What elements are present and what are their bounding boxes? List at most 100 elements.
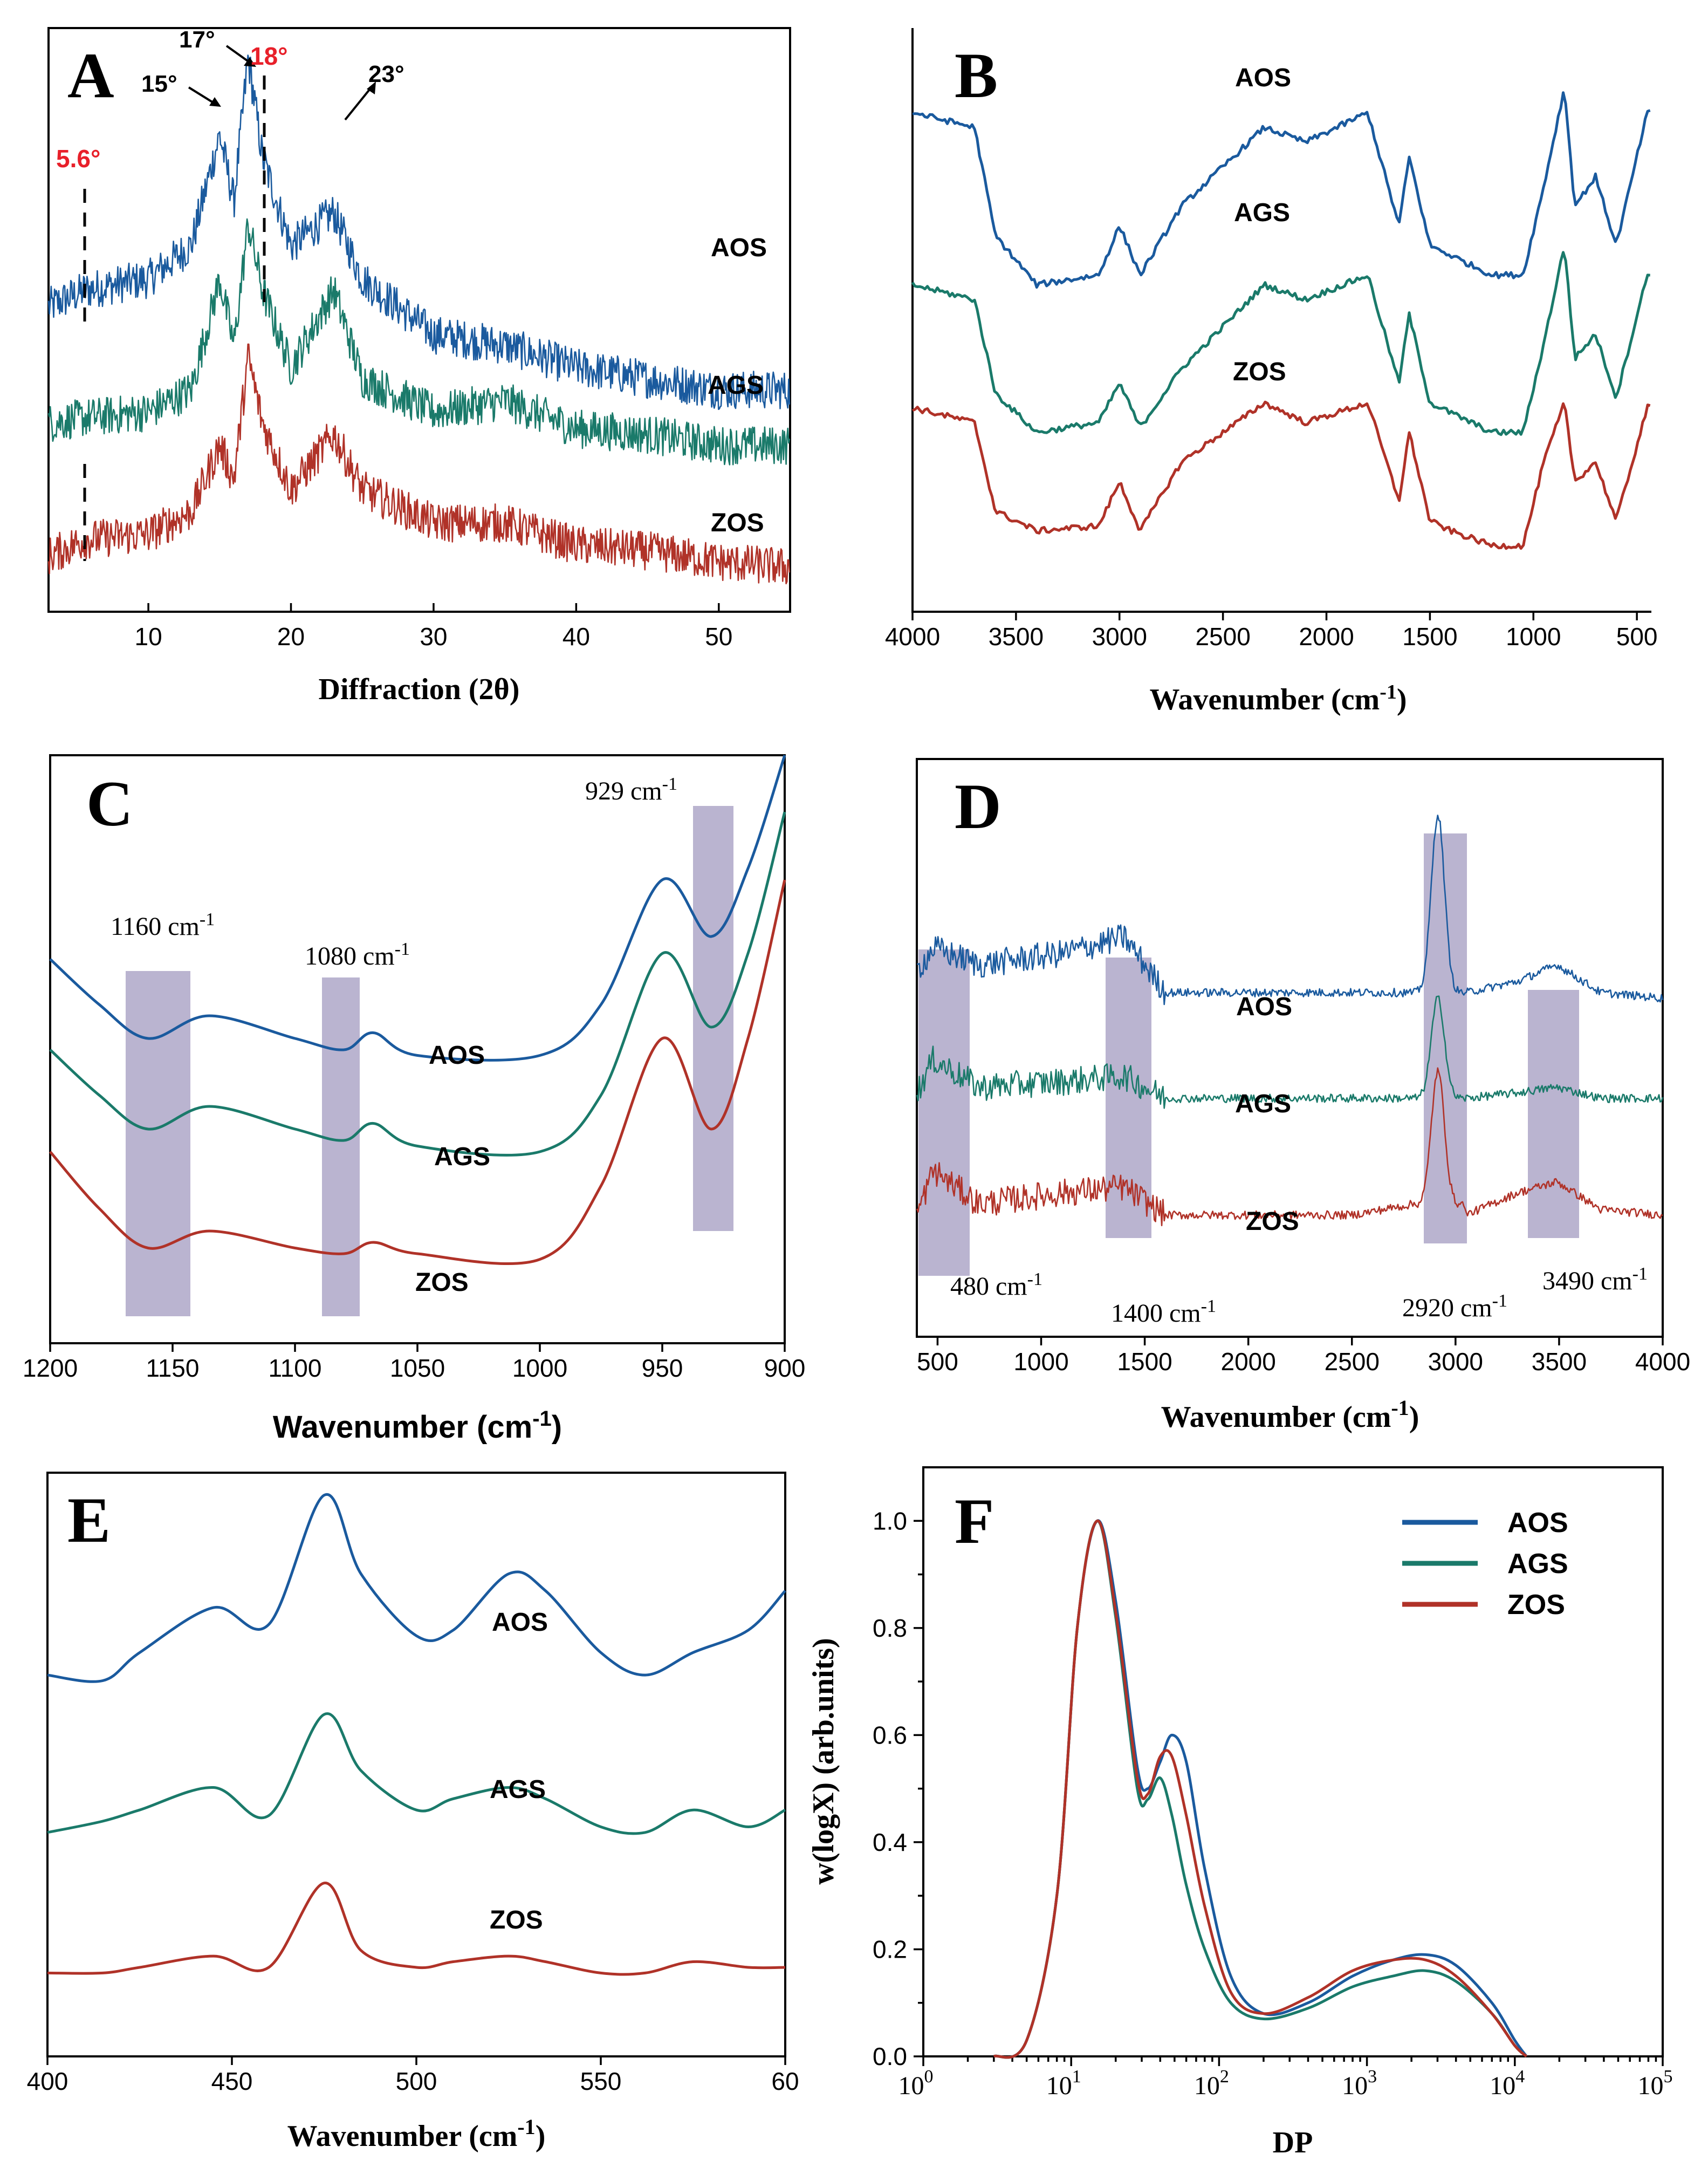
y-tick-label: 1.0: [873, 1507, 907, 1535]
panel-c-xlabel: Wavenumber (cm-1): [273, 1407, 562, 1445]
x-tick-label: 103: [1342, 2067, 1377, 2100]
x-tick-label: 1050: [390, 1354, 445, 1382]
x-tick-label: 102: [1194, 2067, 1229, 2100]
arrow-23-head: [367, 81, 376, 94]
x-tick-label: 1000: [1506, 623, 1561, 651]
panel-f-legend: AOS AGS ZOS: [1402, 1507, 1568, 1621]
x-tick-label: 1150: [146, 1354, 200, 1382]
panel-b-xlabel: Wavenumber (cm-1): [1149, 681, 1407, 716]
panel-a-label-ags: AGS: [708, 371, 764, 400]
x-tick-label: 450: [211, 2067, 253, 2095]
panel-e-label-aos: AOS: [492, 1608, 548, 1637]
panel-c-xticks: 1200 1150 1100 1050 1000 950 900: [23, 1343, 805, 1382]
panel-e-letter: E: [67, 1484, 111, 1556]
x-tick-label: 4000: [885, 623, 940, 651]
y-tick-label: 0.2: [873, 1935, 907, 1963]
series-line-ags: [49, 811, 786, 1157]
panel-d-frame: [916, 758, 1664, 1338]
series-line-aos: [47, 54, 791, 411]
series-line-ags: [47, 1712, 786, 1835]
panel-b-xticks: 4000 3500 3000 2500 2000 1500 1000 500: [885, 612, 1658, 651]
panel-e: E 400 450 500 550 60 Wavenumber (cm-1) AOS A…: [27, 1472, 799, 2153]
series-line-aos: [47, 1493, 786, 1683]
series-line-zos: [916, 1067, 1663, 1227]
x-tick-label: 101: [1046, 2067, 1081, 2100]
band-label-2920: 2920 cm-1: [1402, 1291, 1507, 1322]
x-tick-label: 950: [642, 1354, 683, 1382]
x-tick-label: 2000: [1220, 1348, 1275, 1376]
panel-c-label-aos: AOS: [429, 1041, 485, 1070]
band-label-1080: 1080 cm-1: [305, 939, 410, 970]
legend-label-ags: AGS: [1507, 1548, 1568, 1580]
panel-a-xlabel: Diffraction (2θ): [319, 673, 520, 706]
series-line-aos: [49, 755, 786, 1062]
panel-d: D 500 1000 1500 2000 2500 3000 3500 4000 Wavenu…: [916, 758, 1690, 1434]
panel-c-curves: [49, 755, 786, 1265]
peak-label-5-6: 5.6°: [56, 145, 100, 173]
panel-a-letter: A: [67, 39, 114, 111]
series-line-ags: [911, 251, 1650, 436]
panel-a-frame: [47, 27, 791, 613]
panel-d-curves: [916, 815, 1664, 1227]
panel-f-ylabel: w(logX) (arb.units): [807, 1638, 840, 1884]
series-line-zos: [47, 1882, 786, 1976]
panel-f-letter: F: [955, 1485, 994, 1557]
x-tick-label: 400: [27, 2067, 68, 2095]
x-tick-label: 20: [277, 623, 305, 651]
x-tick-label: 500: [396, 2067, 437, 2095]
panel-e-xlabel: Wavenumber (cm-1): [287, 2115, 546, 2153]
series-line-ags: [916, 995, 1664, 1109]
band-label-1400: 1400 cm-1: [1111, 1296, 1216, 1328]
series-line-aos: [916, 815, 1664, 1006]
series-line-zos: [47, 343, 791, 585]
panel-f-curves: [993, 1519, 1528, 2059]
panel-d-xlabel: Wavenumber (cm-1): [1161, 1396, 1419, 1434]
x-tick-label: 2500: [1195, 623, 1250, 651]
band-480: [918, 949, 970, 1276]
x-tick-label: 3500: [989, 623, 1044, 651]
series-line-aos: [912, 91, 1651, 289]
band-label-480: 480 cm-1: [950, 1269, 1042, 1301]
panel-e-label-zos: ZOS: [490, 1906, 543, 1934]
series-line-ags: [993, 1519, 1528, 2059]
peak-label-23: 23°: [368, 61, 404, 87]
x-tick-label: 1000: [512, 1354, 567, 1382]
panel-d-label-aos: AOS: [1236, 993, 1292, 1021]
panel-b-letter: B: [955, 39, 998, 111]
arrow-23: [344, 85, 373, 121]
series-line-ags: [47, 218, 791, 466]
x-tick-label: 105: [1638, 2067, 1673, 2100]
panel-a-label-aos: AOS: [711, 234, 767, 262]
panel-f-frame: [922, 1466, 1664, 2057]
panel-c-letter: C: [86, 768, 133, 839]
panel-a-label-zos: ZOS: [711, 509, 764, 537]
peak-label-15: 15°: [141, 71, 177, 97]
panel-f-ticks: 100 101 102 103 104 105 0.0 0.2 0.4 0.6 0.8 1.0: [873, 1507, 1672, 2100]
x-tick-label: 550: [580, 2067, 622, 2095]
arrow-15-head: [209, 97, 221, 107]
arrow-17: [225, 45, 250, 63]
panel-b-label-zos: ZOS: [1233, 358, 1286, 386]
panel-c-label-ags: AGS: [434, 1143, 490, 1171]
band-3490: [1528, 990, 1579, 1238]
series-line-zos: [911, 400, 1651, 550]
x-tick-label: 4000: [1635, 1348, 1690, 1376]
panel-d-xticks: 500 1000 1500 2000 2500 3000 3500 4000: [917, 1337, 1690, 1376]
x-tick-label: 3000: [1092, 623, 1147, 651]
band-929: [693, 806, 733, 1231]
x-tick-label: 40: [563, 623, 590, 651]
x-tick-label: 1500: [1402, 623, 1457, 651]
y-tick-label: 0.8: [873, 1614, 907, 1642]
x-tick-label: 1000: [1013, 1348, 1068, 1376]
x-tick-label: 3500: [1532, 1348, 1587, 1376]
arrow-15: [188, 86, 214, 104]
panel-e-curves: [47, 1493, 786, 1976]
panel-b-curves: [911, 91, 1651, 550]
panel-e-label-ags: AGS: [490, 1775, 546, 1804]
y-tick-label: 0.4: [873, 1828, 907, 1856]
band-1400: [1106, 958, 1151, 1238]
panel-f-xlabel: DP: [1273, 2126, 1313, 2159]
x-tick-label: 60: [771, 2067, 799, 2095]
panel-c: C 1200 1150 1100 1050 1000 950 900 Wavenumber …: [23, 754, 805, 1445]
